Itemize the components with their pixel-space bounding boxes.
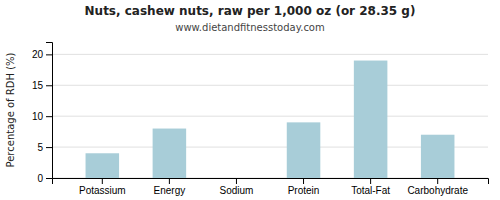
- x-tick-label: Protein: [288, 185, 320, 196]
- x-tick: Sodium: [220, 178, 254, 196]
- y-tick-label: 5: [37, 142, 43, 153]
- x-tick-label: Total-Fat: [351, 185, 390, 196]
- grid-line: [52, 85, 488, 86]
- bar: [86, 153, 120, 178]
- x-tick-mark: [102, 178, 103, 184]
- y-axis-title: Percentage of RDH (%): [5, 52, 16, 167]
- y-tick: 20: [32, 49, 52, 60]
- x-tick: Protein: [288, 178, 320, 196]
- x-tick: Potassium: [79, 178, 126, 196]
- x-tick: Carbohydrate: [407, 178, 468, 196]
- y-tick: 0: [37, 173, 52, 184]
- grid: [52, 54, 488, 178]
- grid-line: [52, 116, 488, 117]
- bar: [421, 135, 455, 178]
- y-tick: 15: [32, 80, 52, 91]
- bar: [287, 122, 321, 178]
- x-tick-label: Potassium: [79, 185, 126, 196]
- x-tick-mark: [169, 178, 170, 184]
- x-tick: Energy: [154, 178, 186, 196]
- title: Nuts, cashew nuts, raw per 1,000 oz (or …: [85, 4, 416, 18]
- subtitle: www.dietandfitnesstoday.com: [175, 22, 324, 33]
- x-tick-mark: [303, 178, 304, 184]
- x-tick: Total-Fat: [351, 178, 390, 196]
- y-tick-label: 10: [32, 111, 44, 122]
- y-tick: 10: [32, 111, 52, 122]
- y-axis: 0 5 10 15 20: [32, 43, 53, 184]
- plot: Potassium Energy Sodium Protein Total-Fat Car…: [32, 43, 489, 197]
- y-axis-line: [46, 43, 53, 179]
- bar: [153, 129, 187, 178]
- y-tick-label: 15: [32, 80, 44, 91]
- y-tick-mark: [46, 116, 52, 117]
- y-tick-mark: [46, 147, 52, 148]
- grid-line: [52, 54, 488, 55]
- y-tick-mark: [46, 85, 52, 86]
- y-tick-label: 20: [32, 49, 44, 60]
- x-tick-mark: [370, 178, 371, 184]
- chart: Nuts, cashew nuts, raw per 1,000 oz (or …: [0, 0, 500, 200]
- y-tick-mark: [46, 178, 52, 179]
- x-axis: Potassium Energy Sodium Protein Total-Fat Car…: [53, 178, 489, 196]
- x-tick-label: Carbohydrate: [407, 185, 468, 196]
- x-tick-mark: [236, 178, 237, 184]
- x-axis-line: [53, 179, 489, 185]
- x-tick-label: Energy: [154, 185, 186, 196]
- bars: [86, 61, 455, 178]
- x-tick-mark: [437, 178, 438, 184]
- y-tick: 5: [37, 142, 52, 153]
- y-tick-mark: [46, 54, 52, 55]
- bar: [354, 61, 388, 178]
- bar: [220, 178, 254, 179]
- x-tick-label: Sodium: [220, 185, 254, 196]
- y-tick-label: 0: [37, 173, 43, 184]
